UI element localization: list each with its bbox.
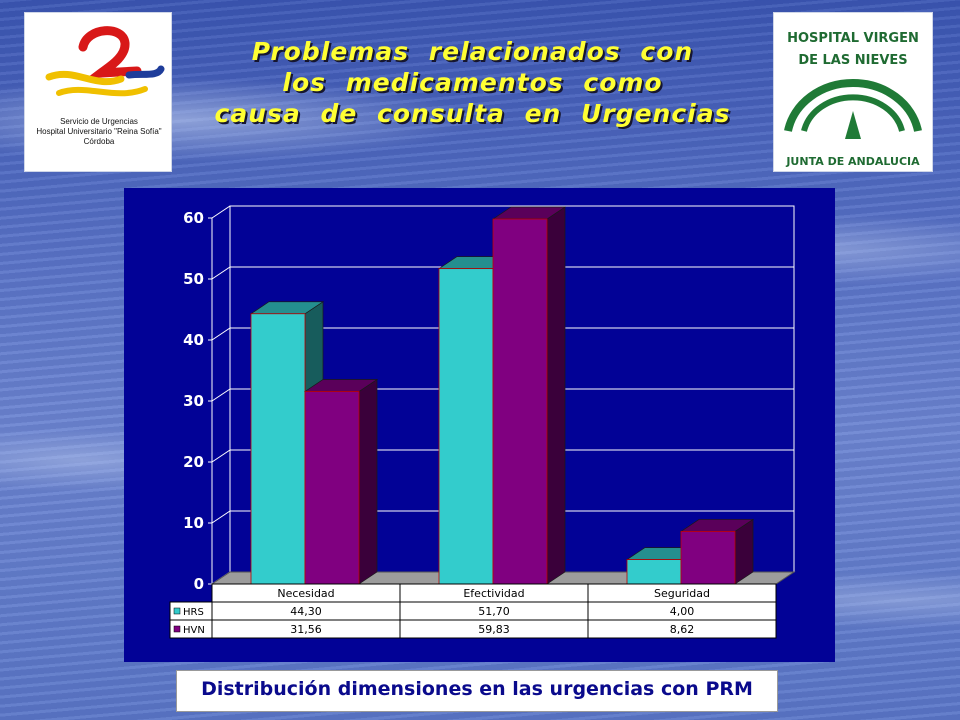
data-label-hvn-seguridad: 8,62 <box>670 623 695 636</box>
bar-hvn-efectividad-side <box>546 206 566 585</box>
title-line-1: Problemas relacionados con <box>251 37 694 66</box>
data-label-hrs-efectividad: 51,70 <box>478 605 510 618</box>
bar-hrs-efectividad <box>438 268 494 585</box>
gridline-4 <box>211 327 794 341</box>
table-row-hvn <box>169 619 777 639</box>
y-tick-label-6: 60 <box>183 209 204 227</box>
logo-left-text: Servicio de Urgencias Hospital Universit… <box>33 117 165 147</box>
gridline-2 <box>211 449 794 463</box>
bar-hvn-seguridad <box>680 531 736 585</box>
category-label-efectividad: Efectividad <box>463 587 524 600</box>
title-line-3: causa de consulta en Urgencias <box>214 99 731 128</box>
urgencias-emblem-icon <box>45 26 165 97</box>
logo-hospital-virgen-nieves: HOSPITAL VIRGEN DE LAS NIEVES JUNTA DE A… <box>773 12 933 172</box>
gridline-5 <box>211 266 794 280</box>
bar-hvn-necesidad <box>304 391 360 585</box>
chart-caption: Distribución dimensiones en las urgencia… <box>201 678 753 700</box>
legend-key-hrs <box>173 607 181 615</box>
legend-label-hrs: HRS <box>183 607 204 618</box>
bar-chart: 0 10 20 30 40 50 60 Necesidad Efectividad Segurid… <box>169 205 796 639</box>
junta-andalucia-arch-icon <box>784 79 922 139</box>
title-line-2: los medicamentos como <box>282 68 663 97</box>
logo-left-line-1: Servicio de Urgencias <box>60 117 138 126</box>
logo-left-line-3: Córdoba <box>83 137 115 146</box>
logo-servicio-urgencias: Servicio de Urgencias Hospital Universit… <box>24 12 172 172</box>
logo-right-line-3: JUNTA DE ANDALUCIA <box>786 155 920 168</box>
legend-label-hvn: HVN <box>183 625 205 636</box>
bar-hrs-necesidad <box>250 313 306 585</box>
y-tick-label-4: 40 <box>183 331 204 349</box>
bar-hvn-efectividad <box>492 218 548 585</box>
y-tick-label-2: 20 <box>183 453 204 471</box>
y-tick-label-5: 50 <box>183 270 204 288</box>
legend-key-hvn <box>173 625 181 633</box>
y-tick-label-3: 30 <box>183 392 204 410</box>
category-label-necesidad: Necesidad <box>277 587 334 600</box>
data-label-hrs-necesidad: 44,30 <box>290 605 322 618</box>
y-tick-label-0: 0 <box>194 575 204 593</box>
chart-panel: 0 10 20 30 40 50 60 Necesidad Efectividad Segurid… <box>124 188 835 662</box>
category-label-seguridad: Seguridad <box>654 587 710 600</box>
slide-title: Problemas relacionados con los medicamen… <box>190 36 755 129</box>
logo-right-line-1: HOSPITAL VIRGEN <box>787 31 919 46</box>
logo-left-line-2: Hospital Universitario "Reina Sofía" <box>36 127 162 136</box>
bar-hrs-seguridad <box>626 559 682 585</box>
logo-right-line-2: DE LAS NIEVES <box>798 53 908 68</box>
bar-hvn-necesidad-side <box>358 378 378 585</box>
data-label-hvn-efectividad: 59,83 <box>478 623 510 636</box>
data-label-hrs-seguridad: 4,00 <box>670 605 695 618</box>
caption-box: Distribución dimensiones en las urgencia… <box>176 670 778 712</box>
y-tick-label-1: 10 <box>183 514 204 532</box>
gridline-1 <box>211 510 794 524</box>
data-label-hvn-necesidad: 31,56 <box>290 623 322 636</box>
gridline-6 <box>211 205 794 219</box>
gridline-3 <box>211 388 794 402</box>
